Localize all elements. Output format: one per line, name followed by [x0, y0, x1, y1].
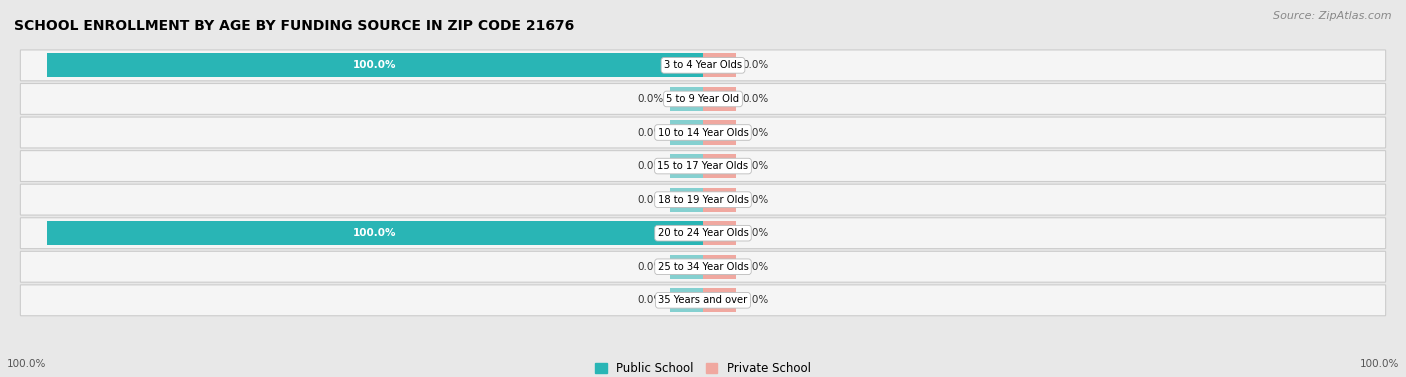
Text: 5 to 9 Year Old: 5 to 9 Year Old: [666, 94, 740, 104]
Text: 0.0%: 0.0%: [742, 60, 769, 70]
Text: 15 to 17 Year Olds: 15 to 17 Year Olds: [658, 161, 748, 171]
Text: 100.0%: 100.0%: [353, 228, 396, 238]
FancyBboxPatch shape: [20, 117, 1386, 148]
Bar: [703, 154, 735, 178]
Text: 0.0%: 0.0%: [637, 161, 664, 171]
Text: 10 to 14 Year Olds: 10 to 14 Year Olds: [658, 127, 748, 138]
Text: 35 Years and over: 35 Years and over: [658, 295, 748, 305]
Bar: [46, 221, 703, 245]
Bar: [703, 187, 735, 212]
Text: 0.0%: 0.0%: [637, 127, 664, 138]
Text: 0.0%: 0.0%: [742, 295, 769, 305]
Bar: [703, 87, 735, 111]
Text: 18 to 19 Year Olds: 18 to 19 Year Olds: [658, 195, 748, 205]
Text: 25 to 34 Year Olds: 25 to 34 Year Olds: [658, 262, 748, 272]
FancyBboxPatch shape: [20, 50, 1386, 81]
Text: 100.0%: 100.0%: [7, 359, 46, 369]
Text: 0.0%: 0.0%: [637, 94, 664, 104]
Bar: [703, 53, 735, 77]
Bar: [671, 120, 703, 145]
Bar: [703, 120, 735, 145]
Text: 0.0%: 0.0%: [742, 195, 769, 205]
Text: 0.0%: 0.0%: [637, 262, 664, 272]
Text: 3 to 4 Year Olds: 3 to 4 Year Olds: [664, 60, 742, 70]
FancyBboxPatch shape: [20, 285, 1386, 316]
FancyBboxPatch shape: [20, 83, 1386, 114]
FancyBboxPatch shape: [20, 218, 1386, 248]
FancyBboxPatch shape: [20, 151, 1386, 181]
Legend: Public School, Private School: Public School, Private School: [595, 362, 811, 375]
Text: 0.0%: 0.0%: [742, 161, 769, 171]
Bar: [671, 187, 703, 212]
Bar: [671, 87, 703, 111]
Bar: [46, 53, 703, 77]
Text: 100.0%: 100.0%: [1360, 359, 1399, 369]
Text: 0.0%: 0.0%: [742, 127, 769, 138]
Bar: [703, 255, 735, 279]
Text: 20 to 24 Year Olds: 20 to 24 Year Olds: [658, 228, 748, 238]
FancyBboxPatch shape: [20, 251, 1386, 282]
Bar: [671, 288, 703, 313]
Text: 0.0%: 0.0%: [742, 228, 769, 238]
Text: 0.0%: 0.0%: [637, 295, 664, 305]
Text: SCHOOL ENROLLMENT BY AGE BY FUNDING SOURCE IN ZIP CODE 21676: SCHOOL ENROLLMENT BY AGE BY FUNDING SOUR…: [14, 19, 574, 33]
Text: 0.0%: 0.0%: [742, 94, 769, 104]
Text: 0.0%: 0.0%: [742, 262, 769, 272]
Bar: [671, 154, 703, 178]
Bar: [703, 288, 735, 313]
Bar: [671, 255, 703, 279]
FancyBboxPatch shape: [20, 184, 1386, 215]
Text: Source: ZipAtlas.com: Source: ZipAtlas.com: [1274, 11, 1392, 21]
Text: 0.0%: 0.0%: [637, 195, 664, 205]
Text: 100.0%: 100.0%: [353, 60, 396, 70]
Bar: [703, 221, 735, 245]
